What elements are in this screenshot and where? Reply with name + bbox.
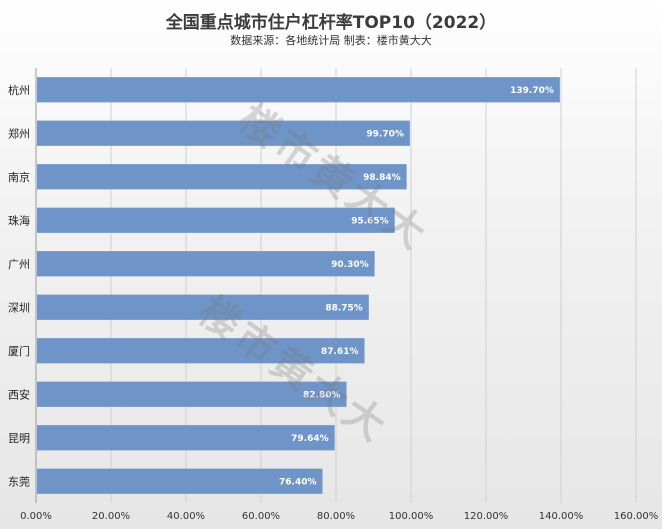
x-tick-label: 0.00% <box>20 511 52 522</box>
category-label: 西安 <box>8 387 30 401</box>
data-label: 88.75% <box>325 303 363 313</box>
data-label: 90.30% <box>331 260 369 270</box>
x-tick-label: 40.00% <box>167 511 205 522</box>
bar <box>37 294 369 320</box>
data-label: 76.40% <box>279 477 317 487</box>
bar <box>37 77 560 103</box>
category-label: 杭州 <box>8 83 30 97</box>
bar <box>37 381 347 407</box>
x-tick-label: 100.00% <box>389 511 434 522</box>
bar <box>37 468 323 494</box>
x-tick-label: 80.00% <box>317 511 355 522</box>
category-label: 昆明 <box>8 432 30 445</box>
category-label: 东莞 <box>8 475 30 488</box>
x-tick-label: 60.00% <box>242 511 280 522</box>
category-label: 厦门 <box>8 344 30 358</box>
data-label: 82.80% <box>303 390 341 400</box>
bar <box>37 251 375 277</box>
x-tick-label: 140.00% <box>539 511 584 522</box>
category-label: 深圳 <box>8 301 30 314</box>
x-tick-label: 120.00% <box>464 511 509 522</box>
data-label: 79.64% <box>291 434 329 444</box>
bar <box>37 164 407 190</box>
chart-subtitle: 数据来源：各地统计局 制表：楼市黄大大 <box>230 34 432 47</box>
data-label: 139.70% <box>510 86 554 96</box>
data-label: 98.84% <box>363 173 401 183</box>
category-label: 郑州 <box>8 126 30 140</box>
bar <box>37 425 335 451</box>
bar <box>37 120 410 146</box>
category-label: 南京 <box>8 170 30 184</box>
chart-title: 全国重点城市住户杠杆率TOP10（2022） <box>165 13 497 33</box>
bar <box>37 338 365 364</box>
x-tick-label: 20.00% <box>92 511 130 522</box>
category-label: 广州 <box>8 258 30 271</box>
category-label: 珠海 <box>8 213 30 227</box>
data-label: 95.65% <box>351 216 389 226</box>
x-tick-label: 160.00% <box>614 511 659 522</box>
bar <box>37 207 395 233</box>
data-label: 99.70% <box>366 129 404 139</box>
data-label: 87.61% <box>321 347 359 357</box>
